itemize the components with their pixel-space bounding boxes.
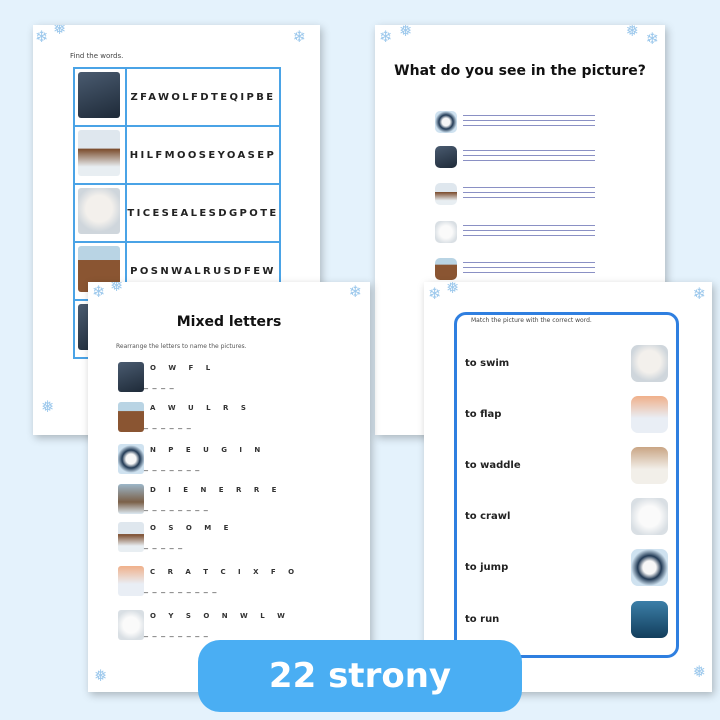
snowflake-icon: ❅ [625, 25, 639, 40]
table-row: TICESEALESDGPOTE [73, 183, 281, 243]
match-row: to run [465, 601, 668, 638]
letter-row: HILFMOOSEYOASEP [125, 125, 281, 185]
match-word: to waddle [465, 460, 521, 471]
snowflake-icon: ❅ [94, 666, 108, 685]
writing-lines [463, 186, 595, 202]
scrambled-letters: O S O M E [150, 524, 234, 532]
scrambled-letters: A W U L R S [150, 404, 251, 412]
writing-row [435, 221, 595, 243]
reindeer-image [118, 484, 144, 514]
list-item: O Y S O N W L W _ _ _ _ _ _ _ _ [118, 610, 290, 640]
answer-blanks: _ _ _ _ [144, 380, 175, 389]
writing-row [435, 111, 595, 133]
page-title: Mixed letters [176, 314, 282, 330]
match-row: to crawl [465, 498, 668, 535]
writing-lines [463, 149, 595, 165]
owl-image [118, 610, 144, 640]
arctic-fox-image [118, 566, 144, 596]
penguin-image [118, 444, 144, 474]
match-row: to waddle [465, 447, 668, 484]
snowflake-icon: ❅ [446, 282, 460, 297]
match-word: to swim [465, 358, 510, 369]
snowflake-icon: ❄ [292, 27, 306, 46]
seal-image [631, 345, 668, 382]
match-word: to run [465, 614, 500, 625]
snowflake-icon: ❄ [92, 282, 106, 301]
match-word: to jump [465, 562, 509, 573]
mixed-letters-page: ❄ ❅ ❄ ❅ Mixed letters Rearrange the lett… [88, 282, 370, 692]
snowflake-icon: ❅ [41, 397, 55, 416]
owl-image [435, 221, 457, 243]
list-item: O S O M E _ _ _ _ _ [118, 522, 233, 552]
answer-blanks: _ _ _ _ _ _ _ _ _ [144, 584, 218, 593]
list-item: C R A T C I X F O _ _ _ _ _ _ _ _ _ [118, 566, 299, 596]
snowflake-icon: ❅ [110, 282, 124, 295]
writing-lines [463, 114, 595, 130]
snowflake-icon: ❄ [428, 284, 442, 303]
penguin-image [435, 111, 457, 133]
writing-lines [463, 224, 595, 240]
match-row: to flap [465, 396, 668, 433]
answer-blanks: _ _ _ _ _ _ _ _ [144, 502, 209, 511]
snowflake-icon: ❄ [348, 282, 362, 301]
page-title: What do you see in the picture? [394, 63, 646, 79]
wolf-image [78, 72, 120, 118]
walrus-image [118, 402, 144, 432]
instruction: Find the words. [70, 52, 124, 60]
table-row: ZFAWOLFDTEQIPBE [73, 67, 281, 127]
letter-row: TICESEALESDGPOTE [125, 183, 281, 243]
writing-lines [463, 261, 595, 277]
list-item: A W U L R S _ _ _ _ _ _ [118, 402, 251, 432]
match-page: ❄ ❅ ❄ ❅ Match the picture with the corre… [424, 282, 712, 692]
owl-image [631, 498, 668, 535]
moose-image [435, 183, 457, 205]
scrambled-letters: N P E U G I N [150, 446, 266, 454]
match-row: to jump [465, 549, 668, 586]
list-item: N P E U G I N _ _ _ _ _ _ _ [118, 444, 265, 474]
page-count-badge: 22 strony [198, 640, 522, 712]
penguin-image [631, 549, 668, 586]
answer-blanks: _ _ _ _ _ [144, 540, 184, 549]
match-word: to flap [465, 409, 502, 420]
scrambled-letters: O W F L [150, 364, 216, 372]
scrambled-letters: O Y S O N W L W [150, 612, 290, 620]
seal-image [78, 188, 120, 234]
wolf-image [118, 362, 144, 392]
orca-image [631, 601, 668, 638]
snowflake-icon: ❄ [35, 27, 49, 46]
snowflake-icon: ❅ [53, 25, 67, 38]
writing-row [435, 146, 595, 168]
list-item: D I E N E R R E _ _ _ _ _ _ _ _ [118, 484, 281, 514]
answer-blanks: _ _ _ _ _ _ _ [144, 462, 201, 471]
answer-blanks: _ _ _ _ _ _ _ _ [144, 628, 209, 637]
scrambled-letters: C R A T C I X F O [150, 568, 300, 576]
writing-row [435, 183, 595, 205]
match-word: to crawl [465, 511, 511, 522]
snowflake-icon: ❄ [379, 27, 393, 46]
moose-image [78, 130, 120, 176]
snowflake-icon: ❄ [692, 284, 706, 303]
instruction: Rearrange the letters to name the pictur… [116, 343, 247, 350]
match-row: to swim [465, 345, 668, 382]
snowflake-icon: ❄ [645, 29, 659, 48]
table-row: HILFMOOSEYOASEP [73, 125, 281, 185]
answer-blanks: _ _ _ _ _ _ [144, 420, 192, 429]
snowflake-icon: ❅ [692, 662, 706, 681]
walrus-image [435, 258, 457, 280]
match-frame: Match the picture with the correct word.… [454, 312, 679, 658]
list-item: O W F L _ _ _ _ [118, 362, 215, 392]
wolf-image [435, 146, 457, 168]
arctic-fox-image [631, 396, 668, 433]
instruction: Match the picture with the correct word. [471, 317, 592, 324]
snowflake-icon: ❅ [399, 25, 413, 40]
rabbit-image [631, 447, 668, 484]
moose-image [118, 522, 144, 552]
writing-row [435, 258, 595, 280]
scrambled-letters: D I E N E R R E [150, 486, 282, 494]
letter-row: ZFAWOLFDTEQIPBE [125, 67, 281, 127]
